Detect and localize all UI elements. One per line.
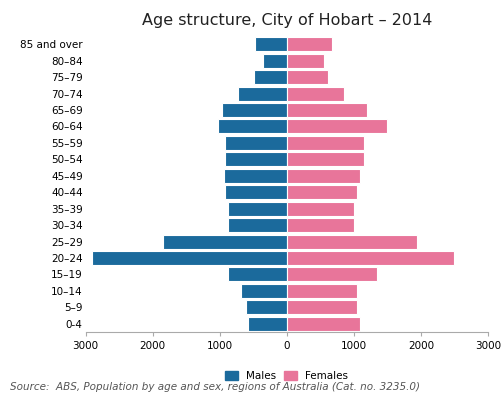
- Bar: [228, 218, 287, 232]
- Bar: [255, 37, 287, 51]
- Bar: [287, 120, 387, 134]
- Bar: [238, 86, 287, 100]
- Bar: [222, 103, 287, 117]
- Bar: [287, 317, 361, 331]
- Text: Source:  ABS, Population by age and sex, regions of Australia (Cat. no. 3235.0): Source: ABS, Population by age and sex, …: [10, 382, 420, 392]
- Bar: [287, 169, 361, 183]
- Title: Age structure, City of Hobart – 2014: Age structure, City of Hobart – 2014: [141, 13, 432, 28]
- Bar: [287, 218, 354, 232]
- Bar: [287, 202, 354, 216]
- Bar: [287, 284, 357, 298]
- Bar: [287, 185, 357, 199]
- Bar: [287, 86, 344, 100]
- Bar: [287, 37, 332, 51]
- Bar: [287, 103, 367, 117]
- Bar: [228, 202, 287, 216]
- Bar: [287, 251, 454, 265]
- Bar: [225, 136, 287, 150]
- Bar: [287, 54, 323, 68]
- Bar: [162, 234, 287, 248]
- Bar: [287, 70, 328, 84]
- Bar: [287, 234, 417, 248]
- Bar: [287, 300, 357, 314]
- Bar: [92, 251, 287, 265]
- Bar: [263, 54, 287, 68]
- Bar: [228, 268, 287, 282]
- Bar: [246, 300, 287, 314]
- Bar: [254, 70, 287, 84]
- Bar: [224, 169, 287, 183]
- Bar: [225, 152, 287, 166]
- Bar: [287, 152, 364, 166]
- Bar: [218, 120, 287, 134]
- Bar: [287, 268, 377, 282]
- Legend: Males, Females: Males, Females: [221, 367, 353, 385]
- Bar: [241, 284, 287, 298]
- Bar: [225, 185, 287, 199]
- Bar: [248, 317, 287, 331]
- Bar: [287, 136, 364, 150]
